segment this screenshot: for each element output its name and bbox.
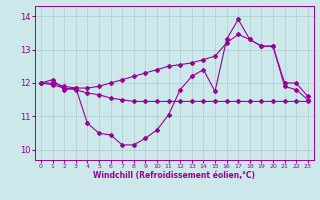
X-axis label: Windchill (Refroidissement éolien,°C): Windchill (Refroidissement éolien,°C) [93, 171, 255, 180]
